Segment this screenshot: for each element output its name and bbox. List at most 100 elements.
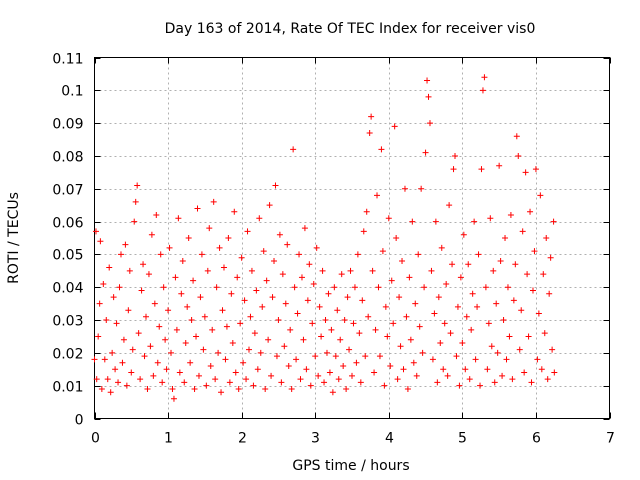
data-point: [551, 369, 558, 376]
data-point: [160, 284, 167, 291]
data-point: [181, 379, 188, 386]
data-point: [265, 336, 272, 343]
data-point: [541, 330, 548, 337]
data-point: [219, 307, 226, 314]
data-point: [148, 231, 155, 238]
data-point: [465, 261, 472, 268]
data-point: [344, 294, 351, 301]
data-point: [368, 113, 375, 120]
data-point: [173, 326, 180, 333]
data-point: [372, 326, 379, 333]
data-point: [391, 123, 398, 130]
data-point: [412, 300, 419, 307]
data-point: [98, 385, 105, 392]
y-tick-label: 0.04: [52, 281, 83, 297]
data-point: [279, 271, 286, 278]
data-point: [198, 251, 205, 258]
data-point: [285, 362, 292, 369]
data-point: [303, 366, 310, 373]
data-point: [226, 379, 233, 386]
data-point: [278, 379, 285, 386]
data-point: [176, 369, 183, 376]
data-point: [525, 333, 532, 340]
data-point: [92, 228, 99, 235]
data-point: [546, 290, 553, 297]
data-point: [332, 353, 339, 360]
data-point: [191, 385, 198, 392]
data-point: [260, 248, 267, 255]
data-point: [425, 93, 432, 100]
data-point: [284, 241, 291, 248]
data-point: [215, 349, 222, 356]
data-point: [381, 382, 388, 389]
data-point: [210, 198, 217, 205]
data-point: [353, 359, 360, 366]
data-point: [479, 87, 486, 94]
data-point: [481, 74, 488, 81]
data-point: [244, 228, 251, 235]
data-point: [287, 326, 294, 333]
data-point: [301, 225, 308, 232]
data-point: [204, 267, 211, 274]
data-point: [443, 280, 450, 287]
data-point: [493, 300, 500, 307]
data-point: [163, 366, 170, 373]
data-point: [207, 362, 214, 369]
data-point: [195, 372, 202, 379]
data-point: [246, 346, 252, 353]
data-point: [374, 192, 381, 199]
data-point: [519, 228, 526, 235]
y-tick-label: 0.09: [52, 117, 83, 133]
data-point: [293, 356, 300, 363]
data-point: [521, 369, 528, 376]
data-point: [154, 359, 161, 366]
data-point: [326, 369, 333, 376]
data-point: [131, 218, 138, 225]
data-point: [228, 290, 235, 297]
data-point: [184, 303, 191, 310]
data-point: [141, 353, 148, 360]
data-point: [503, 356, 510, 363]
data-point: [203, 382, 210, 389]
data-point: [463, 313, 470, 320]
data-point: [334, 307, 341, 314]
y-tick-label: 0.07: [52, 183, 83, 199]
data-point: [313, 244, 320, 251]
data-point: [513, 133, 520, 140]
data-point: [257, 349, 264, 356]
data-point: [325, 290, 332, 297]
data-point: [318, 333, 325, 340]
data-point: [275, 317, 282, 324]
data-point: [254, 366, 261, 373]
data-point: [528, 379, 535, 386]
data-point: [175, 215, 182, 222]
data-point: [125, 307, 132, 314]
data-point: [419, 349, 426, 356]
data-point: [237, 320, 244, 327]
data-point: [446, 202, 453, 209]
data-point: [431, 310, 438, 317]
data-point: [238, 254, 245, 261]
data-point: [266, 202, 273, 209]
data-point: [529, 287, 536, 294]
data-point: [157, 251, 164, 258]
data-point: [241, 297, 248, 304]
data-point: [490, 267, 497, 274]
y-tick-label: 0.08: [52, 150, 83, 166]
data-point: [524, 271, 531, 278]
data-point: [534, 356, 541, 363]
data-point: [235, 385, 242, 392]
data-point: [369, 267, 376, 274]
x-tick-label: 2: [238, 431, 247, 447]
data-point: [509, 376, 516, 383]
data-point: [347, 267, 354, 274]
data-point: [290, 146, 297, 153]
data-point: [229, 340, 236, 347]
data-point: [410, 359, 417, 366]
data-point: [187, 359, 194, 366]
data-point: [456, 382, 463, 389]
data-point: [357, 379, 364, 386]
data-point: [512, 261, 519, 268]
data-point: [107, 389, 114, 396]
